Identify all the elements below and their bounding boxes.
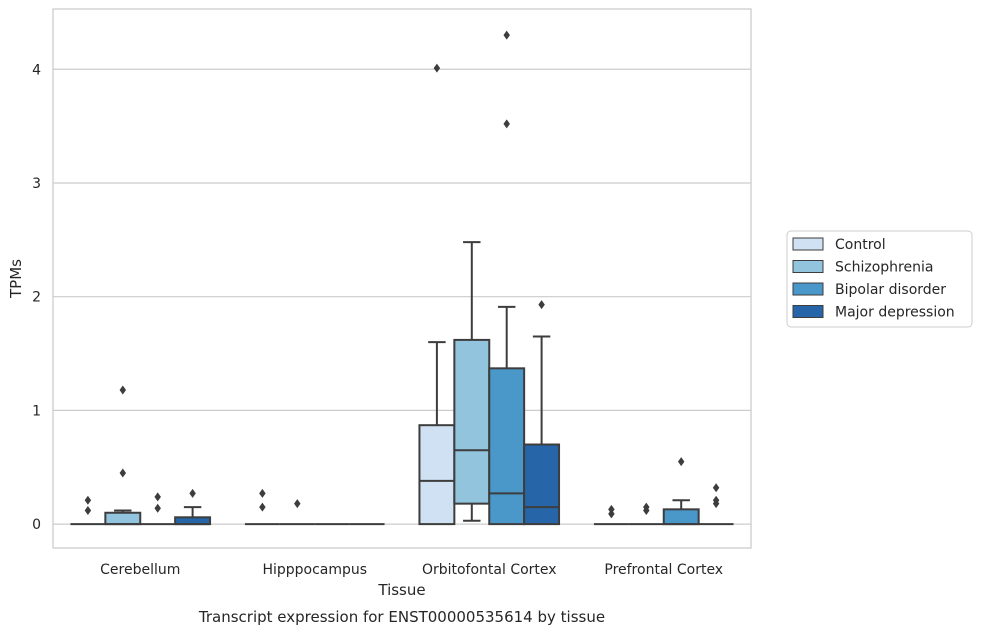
outlier-point bbox=[189, 488, 196, 498]
box-body bbox=[662, 508, 700, 526]
series-major-depression bbox=[174, 300, 734, 526]
outlier-point bbox=[608, 504, 615, 514]
y-tick-label: 2 bbox=[32, 290, 41, 306]
box-plot-marks bbox=[70, 30, 734, 526]
outlier-point bbox=[154, 503, 161, 513]
outlier-point bbox=[608, 509, 615, 519]
outlier-point bbox=[154, 492, 161, 502]
outlier-point bbox=[677, 457, 685, 467]
plot-frame bbox=[52, 8, 752, 549]
y-tick-label: 1 bbox=[32, 403, 41, 419]
y-tick-label: 0 bbox=[32, 517, 41, 533]
outlier-point bbox=[643, 502, 650, 512]
box-body bbox=[488, 367, 526, 526]
outlier-point bbox=[433, 63, 441, 73]
box bbox=[453, 241, 491, 522]
legend-swatch bbox=[792, 305, 824, 318]
box bbox=[662, 457, 700, 526]
box bbox=[174, 488, 212, 526]
box bbox=[628, 502, 664, 526]
outlier-point bbox=[712, 483, 720, 493]
box bbox=[698, 483, 734, 526]
y-axis-ticks: 0 1 2 3 4 bbox=[32, 62, 41, 533]
box bbox=[244, 488, 280, 526]
legend-swatch bbox=[792, 260, 824, 273]
series-bipolar-disorder bbox=[140, 30, 700, 526]
legend-entry-label: Control bbox=[835, 237, 886, 253]
series-control bbox=[70, 63, 629, 526]
x-tick-label: Cerebellum bbox=[100, 562, 180, 578]
outlier-point bbox=[712, 495, 720, 505]
box bbox=[70, 495, 106, 526]
chart-caption: Transcript expression for ENST0000053561… bbox=[198, 608, 605, 626]
y-axis-label: TPMs bbox=[7, 259, 25, 299]
legend: Control Schizophrenia Bipolar disorder Majo… bbox=[786, 230, 973, 328]
plot-area bbox=[53, 9, 751, 548]
box bbox=[418, 63, 456, 526]
box bbox=[523, 300, 561, 526]
legend-entry-label: Bipolar disorder bbox=[835, 282, 946, 298]
outlier-point bbox=[294, 499, 301, 509]
box bbox=[140, 492, 176, 526]
box bbox=[593, 504, 629, 526]
outlier-point bbox=[503, 119, 510, 129]
x-axis-ticks: Cerebellum Hipppocampus Orbitofontal Corte… bbox=[100, 562, 723, 578]
outlier-point bbox=[119, 468, 127, 478]
outlier-point bbox=[503, 30, 510, 40]
legend-entry-label: Major depression bbox=[835, 305, 955, 321]
legend-swatch bbox=[792, 237, 824, 251]
x-tick-label: Prefrontal Cortex bbox=[604, 562, 723, 578]
series-schizophrenia bbox=[104, 241, 664, 526]
y-tick-label: 4 bbox=[32, 62, 41, 78]
box bbox=[279, 499, 315, 526]
outlier-point bbox=[259, 488, 266, 498]
box bbox=[104, 385, 142, 526]
y-tick-label: 3 bbox=[32, 176, 41, 192]
box-body bbox=[523, 443, 561, 526]
x-tick-label: Orbitofontal Cortex bbox=[422, 562, 557, 578]
box-body bbox=[174, 516, 212, 526]
outlier-point bbox=[538, 300, 545, 310]
legend-frame bbox=[786, 230, 973, 328]
legend-entry-label: Schizophrenia bbox=[835, 260, 933, 276]
outlier-point bbox=[259, 502, 266, 512]
x-axis-label: Tissue bbox=[377, 581, 425, 599]
outlier-point bbox=[84, 505, 92, 515]
x-tick-label: Hipppocampus bbox=[262, 562, 367, 578]
box-body bbox=[104, 511, 142, 526]
outlier-point bbox=[84, 495, 92, 505]
outlier-point bbox=[119, 385, 127, 395]
box-body bbox=[418, 424, 456, 526]
box-body bbox=[453, 338, 491, 505]
legend-swatch bbox=[792, 282, 824, 296]
